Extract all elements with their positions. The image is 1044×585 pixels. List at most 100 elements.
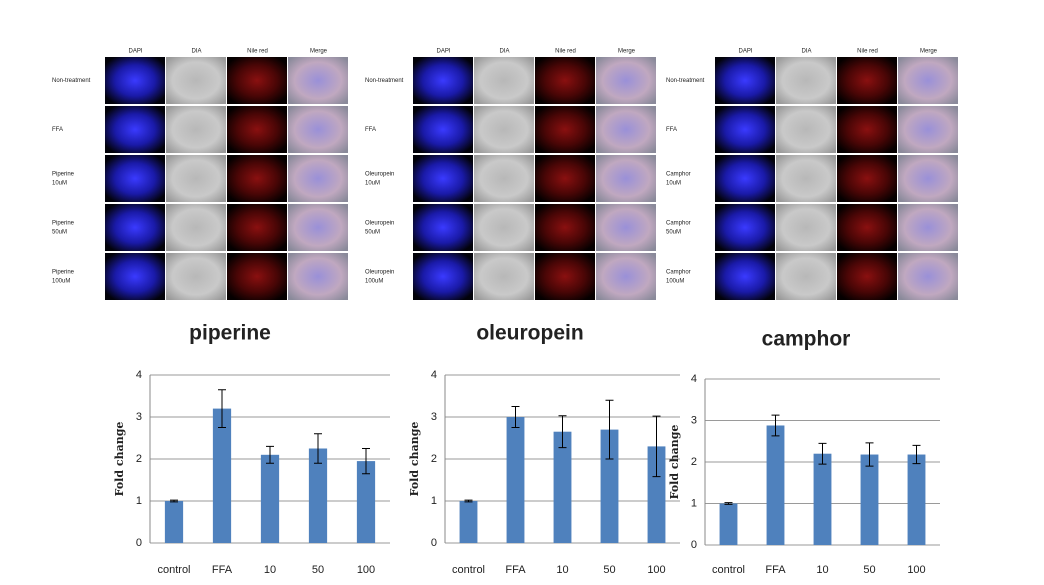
panel-row-label: 50uM (52, 230, 67, 236)
micrograph (227, 106, 287, 153)
micrograph (535, 155, 595, 202)
y-tick-label: 3 (691, 414, 697, 426)
micrograph (288, 57, 348, 104)
micrograph (474, 204, 534, 251)
panel-row-label: 10uM (365, 181, 380, 187)
y-tick-label: 1 (691, 497, 697, 509)
y-tick-label: 4 (691, 373, 697, 385)
bar (308, 448, 328, 543)
error-bar (314, 433, 322, 464)
micrograph (837, 57, 897, 104)
chart-title: camphor (762, 328, 851, 351)
micrograph (413, 155, 473, 202)
bar (907, 454, 926, 545)
panel-row-label: 50uM (365, 230, 380, 236)
micrograph (596, 155, 656, 202)
error-bar (558, 415, 567, 449)
x-tick-label: control (452, 564, 485, 576)
x-tick-label: 10 (816, 564, 828, 576)
panel-column-label: DIA (191, 49, 201, 55)
micrograph (898, 57, 958, 104)
bar (459, 501, 478, 543)
panel-row-label: 100uM (666, 279, 684, 285)
micrograph (837, 155, 897, 202)
micrograph (105, 155, 165, 202)
micrograph (535, 106, 595, 153)
y-axis-label: Fold change (408, 422, 421, 497)
micrograph (166, 253, 226, 300)
bar (506, 417, 525, 543)
micrograph (898, 155, 958, 202)
error-bar (464, 499, 473, 503)
chart-title: oleuropein (476, 322, 583, 345)
micrograph (776, 204, 836, 251)
x-tick-label: 10 (556, 564, 568, 576)
x-tick-label: 50 (312, 564, 324, 576)
micrograph (596, 57, 656, 104)
micrograph (166, 57, 226, 104)
y-tick-label: 2 (431, 453, 437, 465)
panel-column-label: DIA (499, 49, 509, 55)
panel-column-label: Nile red (857, 49, 878, 55)
micrograph (105, 204, 165, 251)
panel-row-label: Oleuropein (365, 172, 394, 178)
panel-column-label: DAPI (436, 49, 450, 55)
micrograph (715, 204, 775, 251)
micrograph (837, 204, 897, 251)
micrograph (898, 106, 958, 153)
panel-row-label: Camphor (666, 270, 691, 276)
panel-row-label: Camphor (666, 221, 691, 227)
error-bar (266, 445, 274, 464)
x-tick-label: 100 (357, 564, 375, 576)
bar (766, 425, 785, 545)
x-tick-label: control (712, 564, 745, 576)
micrograph (413, 253, 473, 300)
bar (260, 454, 280, 543)
micrograph (474, 253, 534, 300)
micrograph (166, 155, 226, 202)
x-tick-label: FFA (765, 564, 786, 576)
micrograph (288, 253, 348, 300)
x-tick-label: 100 (647, 564, 665, 576)
micrograph (413, 106, 473, 153)
micrograph (898, 204, 958, 251)
panel-column-label: Nile red (555, 49, 576, 55)
micrograph (776, 253, 836, 300)
micrograph (288, 106, 348, 153)
x-tick-label: control (157, 564, 190, 576)
y-axis-label: Fold change (668, 425, 681, 500)
bar (647, 446, 666, 543)
y-tick-label: 2 (136, 453, 142, 465)
panel-row-label: Piperine (52, 270, 75, 276)
x-tick-label: 10 (264, 564, 276, 576)
micrograph (715, 253, 775, 300)
micrograph (288, 204, 348, 251)
panel-column-label: DIA (801, 49, 811, 55)
panel-row-label: FFA (52, 127, 63, 133)
x-tick-label: 50 (863, 564, 875, 576)
error-bar (818, 442, 827, 465)
panel-row-label: 100uM (365, 279, 383, 285)
micrograph (105, 253, 165, 300)
micrograph (105, 57, 165, 104)
error-bar (511, 406, 520, 428)
y-axis-label: Fold change (113, 422, 126, 497)
error-bar (724, 502, 733, 505)
panel-column-label: DAPI (738, 49, 752, 55)
micrograph (715, 57, 775, 104)
y-tick-label: 1 (136, 495, 142, 507)
panel-row-label: Oleuropein (365, 221, 394, 227)
micrograph (166, 106, 226, 153)
error-bar (605, 399, 614, 460)
bar (553, 431, 572, 543)
micrograph (474, 106, 534, 153)
x-tick-label: 50 (603, 564, 615, 576)
x-tick-label: 100 (907, 564, 925, 576)
panel-column-label: Nile red (247, 49, 268, 55)
micrograph (288, 155, 348, 202)
bar (813, 453, 832, 545)
x-tick-label: FFA (505, 564, 526, 576)
error-bar (652, 415, 661, 478)
panel-row-label: Non-treatment (365, 78, 404, 84)
